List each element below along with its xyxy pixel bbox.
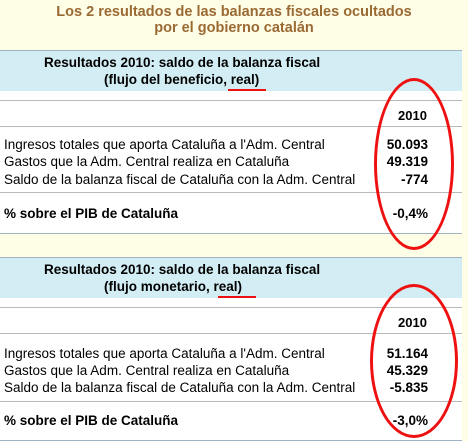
header-emphasis-real: real [230,72,255,87]
red-highlight-oval [374,78,454,250]
row-label: Ingresos totales que aporta Cataluña a l… [4,137,325,152]
divider [0,401,462,402]
table-header-line1: Resultados 2010: saldo de la balanza fis… [44,262,321,277]
balance-table-monetary: Resultados 2010: saldo de la balanza fis… [0,257,462,441]
row-label: Saldo de la balanza fiscal de Cataluña c… [4,380,356,395]
table-header-band [0,51,462,91]
header-emphasis-real: real [213,279,238,294]
divider [0,192,462,193]
red-highlight-oval [370,284,458,438]
pct-label: % sobre el PIB de Cataluña [4,206,179,221]
table-header-line2: (flujo monetario, real) [104,279,243,294]
row-label: Saldo de la balanza fiscal de Cataluña c… [4,172,356,187]
table-header-line2: (flujo del beneficio, real) [104,72,260,87]
row-label: Gastos que la Adm. Central realiza en Ca… [4,154,290,169]
red-underline [218,296,256,298]
page-title: Los 2 resultados de las balanzas fiscale… [56,4,412,20]
red-underline [228,89,266,91]
divider [0,100,462,101]
pct-label: % sobre el PIB de Cataluña [4,413,179,428]
table-header-line1: Resultados 2010: saldo de la balanza fis… [44,55,321,70]
divider [0,126,462,127]
page-subtitle: por el gobierno catalán [154,20,314,36]
row-label: Gastos que la Adm. Central realiza en Ca… [4,363,290,378]
table-header-band [0,258,462,298]
divider [0,307,462,308]
row-label: Ingresos totales que aporta Cataluña a l… [4,346,325,361]
divider [0,333,462,334]
